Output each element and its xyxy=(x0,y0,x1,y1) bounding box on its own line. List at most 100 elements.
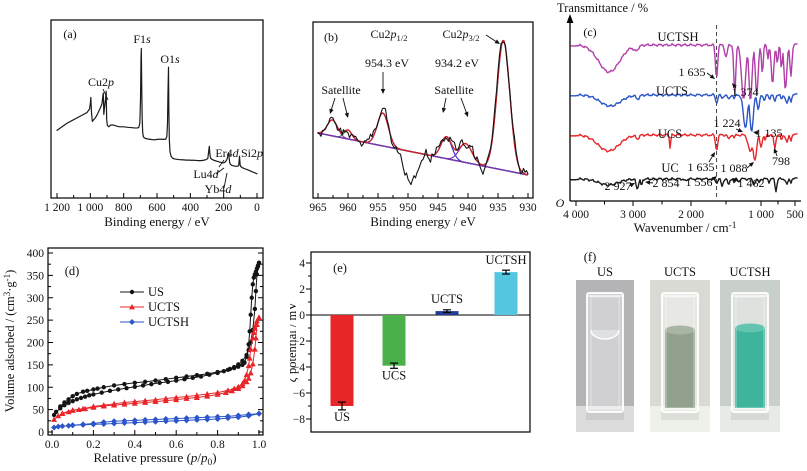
marker-circle xyxy=(74,397,80,402)
annotation-arrow-head xyxy=(737,128,743,133)
leader-line xyxy=(218,159,225,168)
marker-diamond xyxy=(129,319,135,325)
panel-f-cuvette-photos: (f)US UCTS UCTSH xyxy=(576,250,780,432)
marker-triangle xyxy=(162,395,169,401)
marker-circle xyxy=(184,374,189,379)
panel-a-xps-survey: 1 200 1 000 800 600 400 200 0 Binding energy / … xyxy=(44,19,264,229)
annotation-arrow-head xyxy=(732,83,737,89)
y-tick-label: −4 xyxy=(293,362,305,374)
y-axis-label: Volume adsorbed / (cm3·g-1) xyxy=(2,270,17,413)
fit-envelope xyxy=(317,39,528,176)
marker-circle xyxy=(250,282,255,287)
marker-diamond xyxy=(162,416,169,423)
x-axis-label: Binding energy / eV xyxy=(370,214,476,229)
x-axis-label: Relative pressure (p/p0) xyxy=(93,450,216,468)
marker-diamond xyxy=(55,423,62,430)
marker-diamond xyxy=(235,412,242,419)
marker-circle xyxy=(111,383,117,388)
marker-circle xyxy=(91,392,96,397)
cuvette-liquid xyxy=(665,330,695,408)
marker-circle xyxy=(66,400,71,406)
y-tick-label: 2 xyxy=(299,284,305,296)
marker-triangle xyxy=(131,398,138,404)
marker-diamond xyxy=(121,417,128,424)
marker-circle xyxy=(82,394,88,399)
annotation: 2 854 xyxy=(653,176,680,190)
annotation: Cu2p xyxy=(88,75,114,89)
marker-triangle xyxy=(55,412,62,419)
marker-triangle xyxy=(59,410,66,416)
x-tick-label: 1.0 xyxy=(252,439,267,451)
y-tick-label: 350 xyxy=(27,270,45,282)
annotation-arrow-head xyxy=(732,178,738,183)
cuvette-shadow xyxy=(661,410,699,420)
marker-circle xyxy=(163,376,169,382)
marker-circle xyxy=(248,312,253,317)
leader-line xyxy=(102,88,109,101)
marker-circle xyxy=(215,369,220,375)
x-tick-label: 3 000 xyxy=(620,209,646,221)
y-tick-label: −6 xyxy=(293,388,305,400)
marker-diamond xyxy=(193,414,200,421)
y-tick-label: 100 xyxy=(27,382,45,394)
annotation: Satellite xyxy=(321,83,360,97)
leader-line xyxy=(215,167,225,175)
x-tick-label: 800 xyxy=(115,202,133,214)
legend-label: US xyxy=(148,285,164,299)
marker-diamond xyxy=(65,422,72,429)
annotation: (a) xyxy=(63,27,76,41)
marker-circle xyxy=(251,275,257,280)
marker-circle xyxy=(70,398,75,404)
annotation: Satellite xyxy=(434,83,473,97)
marker-triangle xyxy=(247,346,254,352)
marker-triangle xyxy=(121,399,128,405)
marker-circle xyxy=(91,387,96,392)
annotation: Yb4d xyxy=(205,182,233,196)
annotation: 934.2 eV xyxy=(435,56,479,70)
annotation-arrow-head xyxy=(344,112,349,118)
marker-diamond xyxy=(90,420,97,427)
marker-circle xyxy=(74,391,80,397)
panel-b-cu2p-xps: 965 960 955 950 945 940 935 930 Binding energy /… xyxy=(309,21,537,229)
annotation: 798 xyxy=(772,154,790,168)
marker-circle xyxy=(174,375,179,381)
x-tick-label: 960 xyxy=(339,202,357,214)
cuvette-shadow xyxy=(586,410,624,420)
x-tick-label: 0.8 xyxy=(210,439,225,451)
marker-diamond xyxy=(80,421,87,428)
marker-triangle xyxy=(249,335,256,341)
bar-UCS xyxy=(382,315,406,366)
photo-US xyxy=(576,280,634,432)
marker-circle xyxy=(107,388,113,394)
marker-triangle xyxy=(183,393,190,400)
x-tick-label: 1 000 xyxy=(77,202,103,214)
marker-circle xyxy=(198,374,204,379)
marker-circle xyxy=(80,389,86,394)
y-tick-label: 400 xyxy=(27,248,45,260)
marker-triangle xyxy=(51,416,58,422)
bar-US xyxy=(330,315,354,406)
marker-circle xyxy=(58,404,63,409)
annotation: Er4d xyxy=(215,146,239,160)
annotation: 1 374 xyxy=(732,85,759,99)
panel-e-zeta-potential: 4 2 0 −2 −4 −6 −8 ζ potential / mV (e) US UCS UCTS U… xyxy=(290,251,531,433)
annotation-arrow-head xyxy=(629,183,635,188)
marker-triangle xyxy=(253,318,260,324)
panel-c-ftir-spectra: 4 000 3 000 2 000 1 000 500 Transmittance / %… xyxy=(556,1,804,235)
marker-triangle xyxy=(250,329,257,336)
legend-label: UCTSH xyxy=(148,315,189,329)
fit-component xyxy=(317,119,528,176)
photo-label: UCTS xyxy=(664,265,696,279)
annotation: 1 135 xyxy=(756,126,783,140)
marker-diamond xyxy=(204,414,211,421)
marker-triangle xyxy=(251,325,258,331)
marker-diamond xyxy=(100,419,107,426)
marker-circle xyxy=(84,388,90,394)
marker-circle xyxy=(99,390,104,395)
curve-label: UCS xyxy=(658,127,682,141)
marker-circle xyxy=(249,295,254,300)
x-tick-label: 1 000 xyxy=(748,209,774,221)
marker-circle xyxy=(153,378,158,383)
marker-triangle xyxy=(247,369,254,376)
